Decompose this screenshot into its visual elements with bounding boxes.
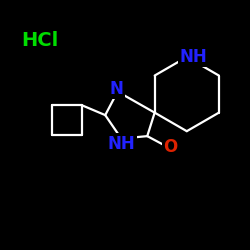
Text: N: N bbox=[110, 80, 123, 98]
Text: NH: NH bbox=[179, 48, 207, 66]
Text: O: O bbox=[164, 138, 178, 156]
Text: HCl: HCl bbox=[21, 32, 58, 50]
Text: NH: NH bbox=[108, 134, 135, 152]
